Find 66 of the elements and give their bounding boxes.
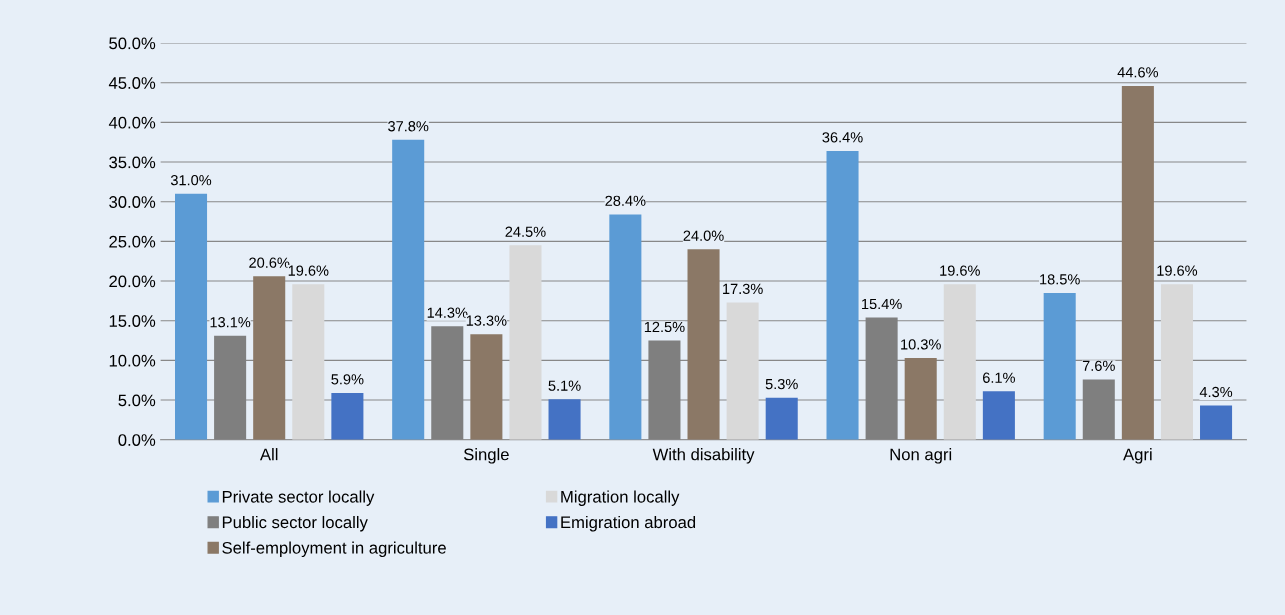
data-label: 4.3%	[1199, 386, 1233, 398]
data-label: 24.0%	[683, 230, 724, 241]
bar	[904, 358, 937, 440]
bar	[726, 302, 759, 440]
data-label: 6.1%	[983, 372, 1015, 383]
legend-label: Public sector locally	[222, 515, 368, 532]
y-tick-label: 25.0%	[109, 235, 156, 248]
x-tick-label: Agri	[1123, 448, 1152, 464]
data-label: 36.4%	[822, 132, 863, 143]
bar	[253, 276, 286, 440]
data-label: 19.6%	[940, 265, 980, 276]
data-label: 28.4%	[605, 195, 646, 206]
bar	[943, 284, 976, 440]
bar	[1121, 85, 1154, 440]
bar	[331, 392, 364, 440]
legend-label: Emigration abroad	[561, 515, 696, 532]
legend-label: Private sector locally	[222, 490, 375, 506]
bar	[392, 139, 425, 440]
bar	[470, 334, 503, 440]
data-label: 5.9%	[331, 374, 364, 385]
data-label: 12.5%	[644, 321, 685, 333]
bar	[1200, 405, 1233, 440]
bar	[548, 399, 581, 440]
data-label: 7.6%	[1082, 360, 1115, 371]
bar	[687, 249, 720, 440]
data-label: 24.5%	[505, 226, 546, 237]
bar	[609, 214, 642, 440]
x-tick-label: Single	[463, 448, 509, 464]
y-tick-label: 5.0%	[118, 394, 156, 407]
data-label: 44.6%	[1117, 67, 1159, 78]
data-label: 19.6%	[1157, 265, 1198, 276]
bar	[982, 391, 1015, 440]
data-label: 15.4%	[862, 298, 902, 310]
y-tick-label: 20.0%	[109, 275, 156, 288]
bar	[175, 193, 208, 440]
y-tick-label: 40.0%	[108, 116, 156, 129]
legend-label: Self-employment in agriculture	[222, 541, 446, 558]
y-tick-label: 35.0%	[109, 156, 156, 169]
bar	[826, 150, 859, 440]
x-tick-label: All	[259, 448, 278, 461]
data-label: 17.3%	[723, 283, 763, 295]
data-label: 20.6%	[249, 257, 290, 268]
bar	[765, 397, 798, 440]
bar	[1160, 284, 1193, 440]
data-label: 37.8%	[388, 121, 429, 132]
bar	[1043, 292, 1076, 440]
data-label: 18.5%	[1040, 274, 1080, 285]
data-label: 31.0%	[170, 175, 212, 186]
y-tick-label: 10.0%	[109, 354, 156, 367]
data-label: 14.3%	[427, 307, 468, 318]
y-tick-label: 15.0%	[109, 315, 156, 327]
legend-label: Migration locally	[561, 490, 680, 506]
x-tick-label: With disability	[652, 448, 755, 464]
data-label: 10.3%	[901, 339, 941, 350]
data-label: 19.6%	[288, 265, 329, 276]
y-tick-label: 50.0%	[109, 37, 156, 50]
y-tick-label: 0.0%	[118, 434, 156, 446]
bar	[509, 245, 542, 440]
data-label: 13.1%	[210, 317, 251, 328]
data-label: 13.3%	[466, 315, 507, 326]
data-label: 5.3%	[765, 378, 798, 390]
data-label: 5.1%	[548, 380, 581, 391]
x-tick-label: Non agri	[890, 448, 952, 464]
bar	[292, 284, 325, 440]
y-tick-label: 30.0%	[109, 196, 156, 208]
y-tick-label: 45.0%	[108, 77, 156, 89]
